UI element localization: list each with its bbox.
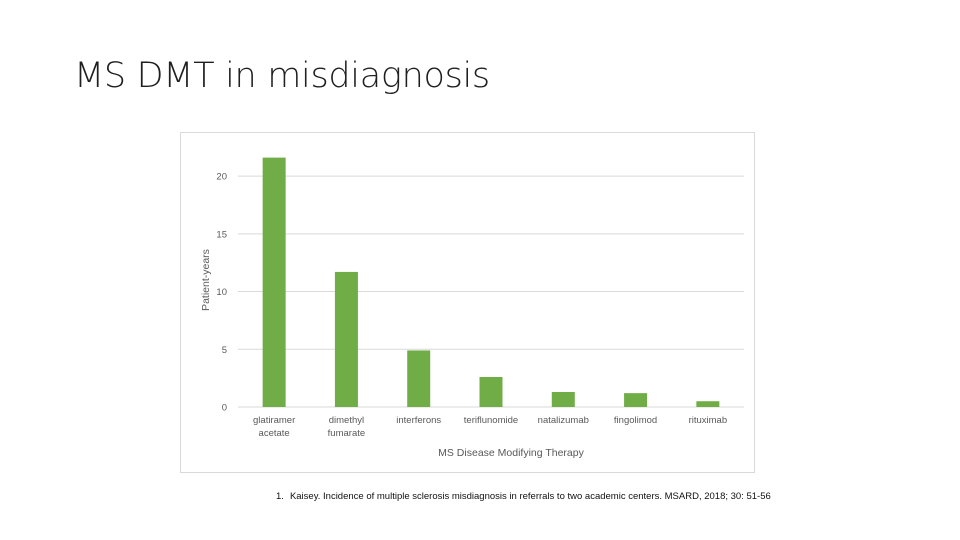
x-tick-label: glatiramer: [253, 415, 295, 426]
reference-text: Kaisey. Incidence of multiple sclerosis …: [289, 491, 771, 502]
y-tick-label: 10: [216, 287, 227, 298]
bar: [551, 391, 575, 407]
x-tick-label: fumarate: [328, 428, 366, 439]
reference-footnote: 1. Kaisey. Incidence of multiple sclerosi…: [276, 491, 771, 502]
bar: [262, 157, 286, 407]
x-tick-label: teriflunomide: [464, 415, 518, 426]
bar: [624, 393, 648, 407]
y-tick-label: 5: [222, 345, 227, 356]
x-tick-label: interferons: [396, 415, 441, 426]
y-axis-title: Patient-years: [200, 249, 212, 311]
reference-number: 1.: [276, 491, 284, 502]
chart-frame: 0 5 10 15 20 glatiramer acetate dimethyl fumarat…: [180, 132, 755, 473]
x-tick-label: natalizumab: [538, 415, 589, 426]
bar: [479, 376, 503, 407]
x-tick-label: fingolimod: [614, 415, 657, 426]
y-tick-label: 20: [216, 172, 227, 183]
x-tick-label: rituximab: [689, 415, 728, 426]
x-tick-label: acetate: [259, 428, 290, 439]
bar: [334, 271, 358, 407]
y-tick-label: 0: [222, 403, 227, 414]
slide-title: MS DMT in misdiagnosis: [74, 56, 490, 96]
y-tick-label: 15: [216, 229, 227, 240]
bar: [696, 401, 720, 407]
x-axis-title: MS Disease Modifying Therapy: [438, 447, 584, 459]
bar: [407, 350, 431, 407]
bar-chart: 0 5 10 15 20 glatiramer acetate dimethyl fumarat…: [200, 157, 744, 459]
x-tick-label: dimethyl: [329, 415, 364, 426]
